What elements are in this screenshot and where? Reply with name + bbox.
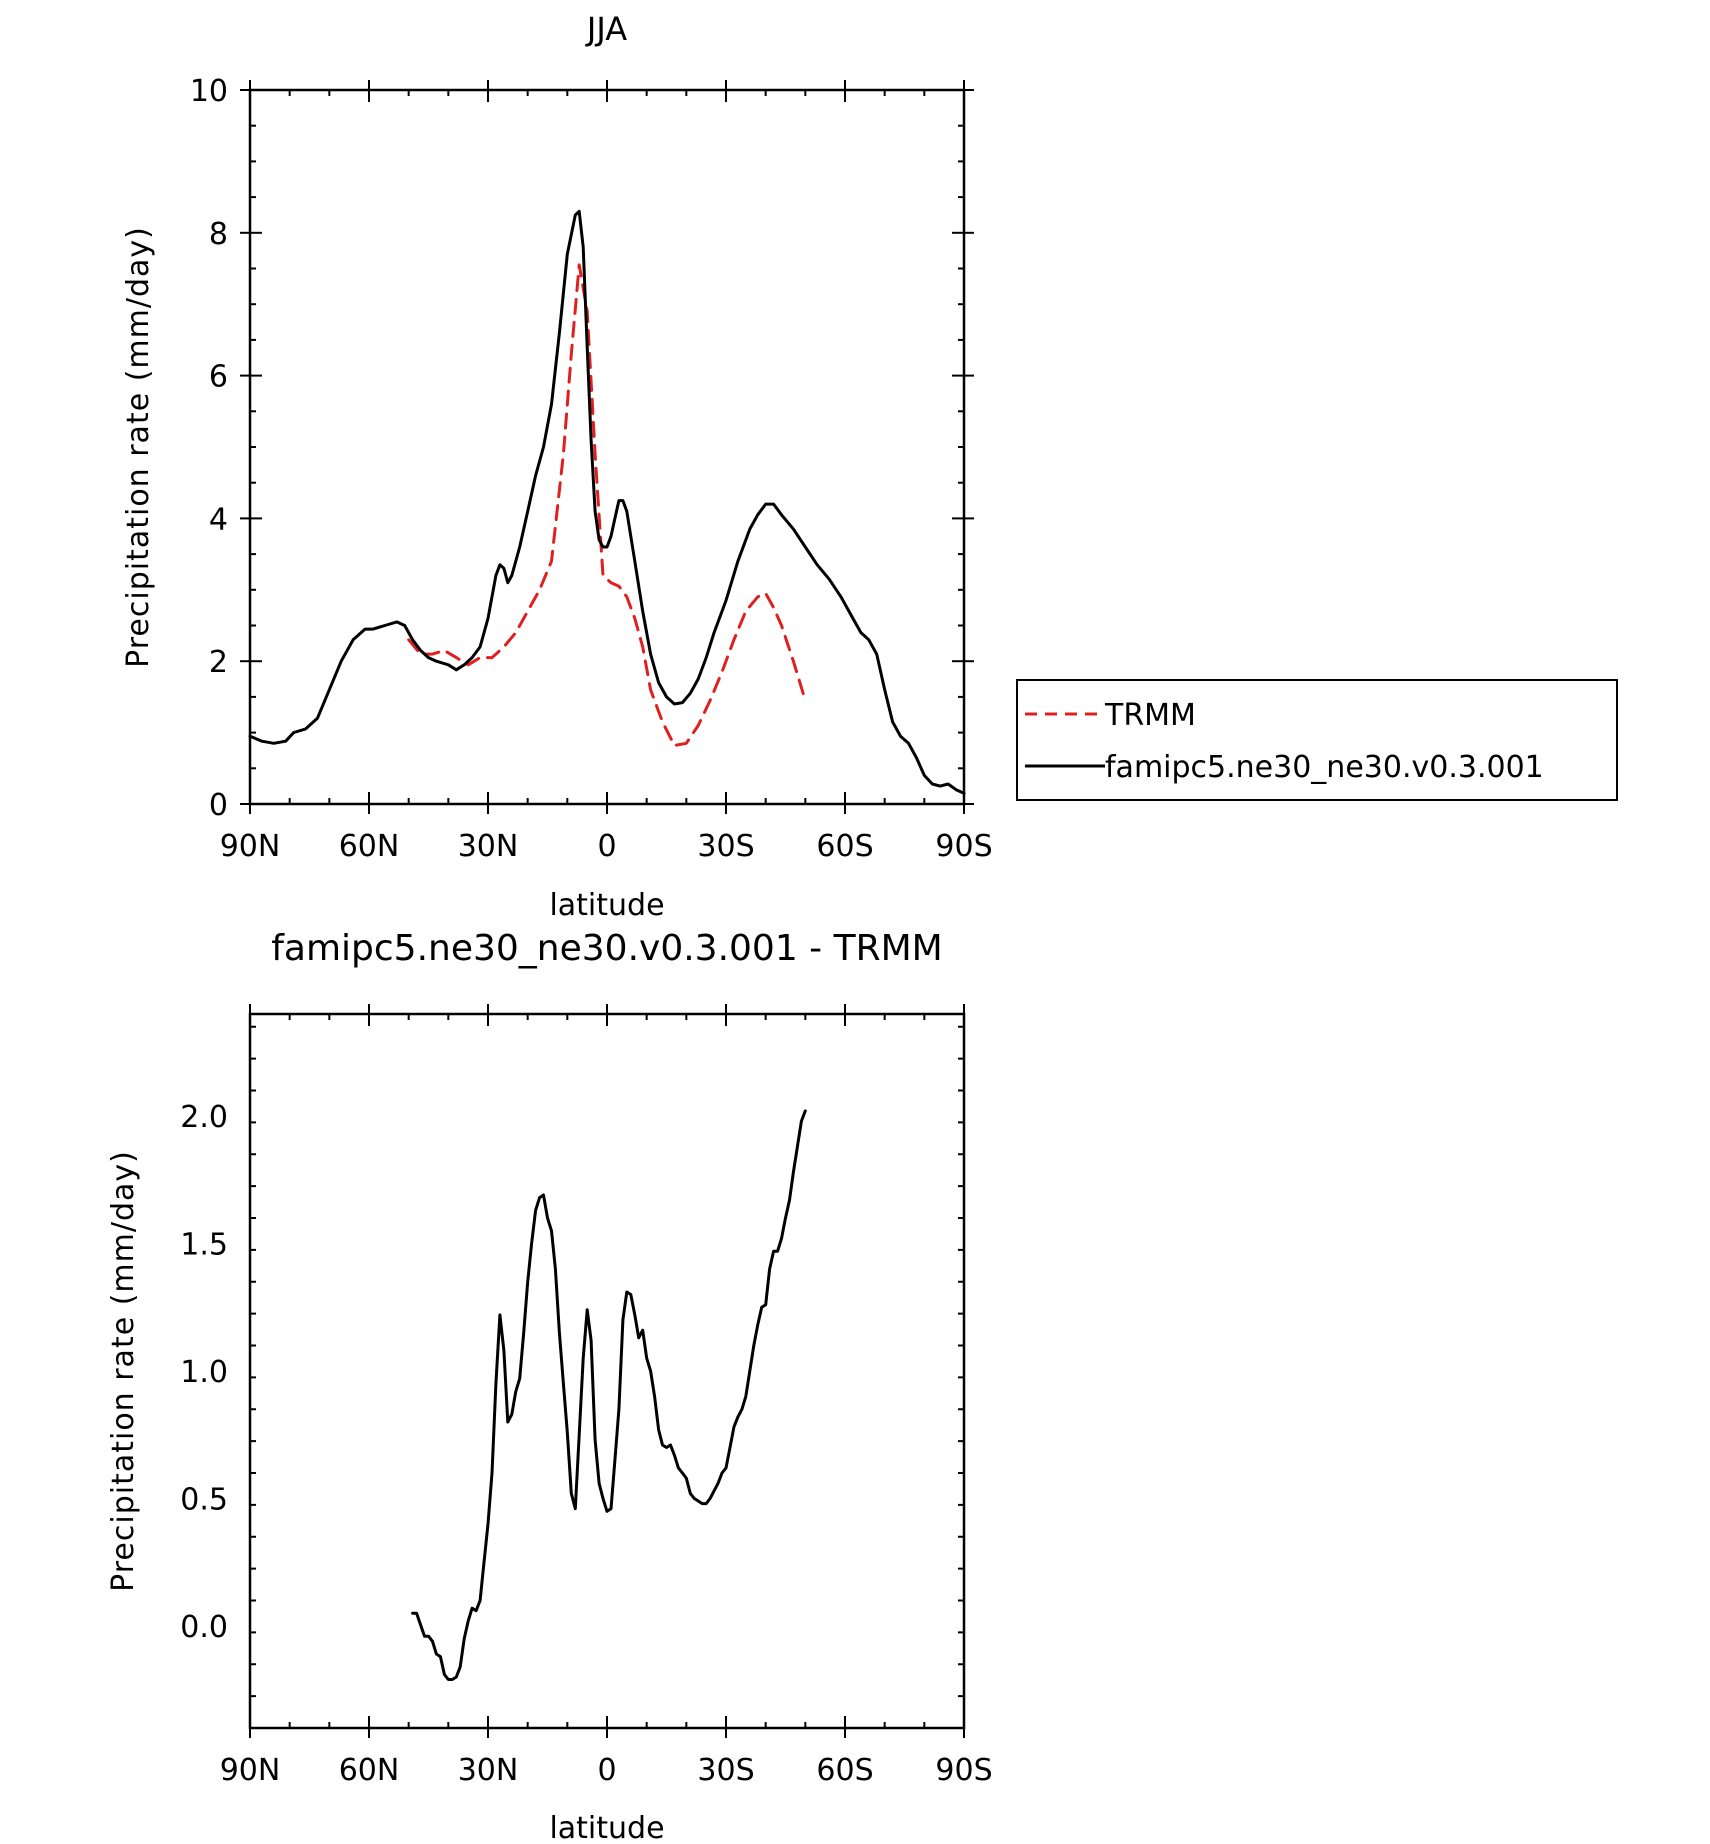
x-tick-label: 30N	[458, 1753, 519, 1788]
x-tick-label: 90S	[935, 1753, 992, 1788]
x-tick-label: 60S	[816, 1753, 873, 1788]
x-tick-label: 0	[597, 829, 616, 864]
y-tick-label: 10	[190, 74, 228, 109]
x-tick-label: 90S	[935, 829, 992, 864]
y-tick-label: 2.0	[180, 1100, 228, 1135]
y-tick-label: 0	[209, 788, 228, 823]
y-tick-label: 0.0	[180, 1610, 228, 1645]
legend: TRMM famipc5.ne30_ne30.v0.3.001	[1016, 679, 1618, 801]
y-tick-label: 0.5	[180, 1483, 228, 1518]
x-tick-label: 30S	[697, 1753, 754, 1788]
x-tick-label: 60S	[816, 829, 873, 864]
series-line-1	[248, 209, 966, 795]
x-tick-label: 90N	[220, 829, 281, 864]
x-tick-label: 60N	[339, 829, 400, 864]
chart-panel-top: 90N 60N 30N 0 30S 60S 90S 0 2 4 6 8 10 JJA latitude Pre…	[121, 10, 993, 923]
chart-panel-bottom: 90N 60N 30N 0 30S 60S 90S 0.0 0.5 1.0 1.5 2.0 famipc…	[106, 928, 993, 1844]
chart-title: famipc5.ne30_ne30.v0.3.001 - TRMM	[271, 928, 943, 969]
legend-label-1: famipc5.ne30_ne30.v0.3.001	[1105, 750, 1544, 785]
x-tick-label: 30N	[458, 829, 519, 864]
legend-label-0: TRMM	[1104, 698, 1196, 733]
y-tick-label: 2	[209, 645, 228, 680]
legend-box	[1016, 679, 1618, 801]
x-tick-label: 60N	[339, 1753, 400, 1788]
x-tick-label: 90N	[220, 1753, 281, 1788]
y-axis-label: Precipitation rate (mm/day)	[106, 1150, 141, 1592]
y-tick-label: 8	[209, 217, 228, 252]
y-tick-label: 6	[209, 360, 228, 395]
y-tick-label: 4	[209, 502, 228, 537]
x-tick-label: 30S	[697, 829, 754, 864]
y-axis-label: Precipitation rate (mm/day)	[121, 226, 156, 668]
y-tick-label: 1.5	[180, 1228, 228, 1263]
x-tick-label: 0	[597, 1753, 616, 1788]
x-axis-label: latitude	[549, 1811, 664, 1844]
series-line-0	[407, 263, 807, 747]
x-axis-label: latitude	[549, 888, 664, 923]
y-tick-label: 1.0	[180, 1355, 228, 1390]
series-line-0	[411, 1109, 807, 1681]
chart-title: JJA	[585, 10, 627, 48]
